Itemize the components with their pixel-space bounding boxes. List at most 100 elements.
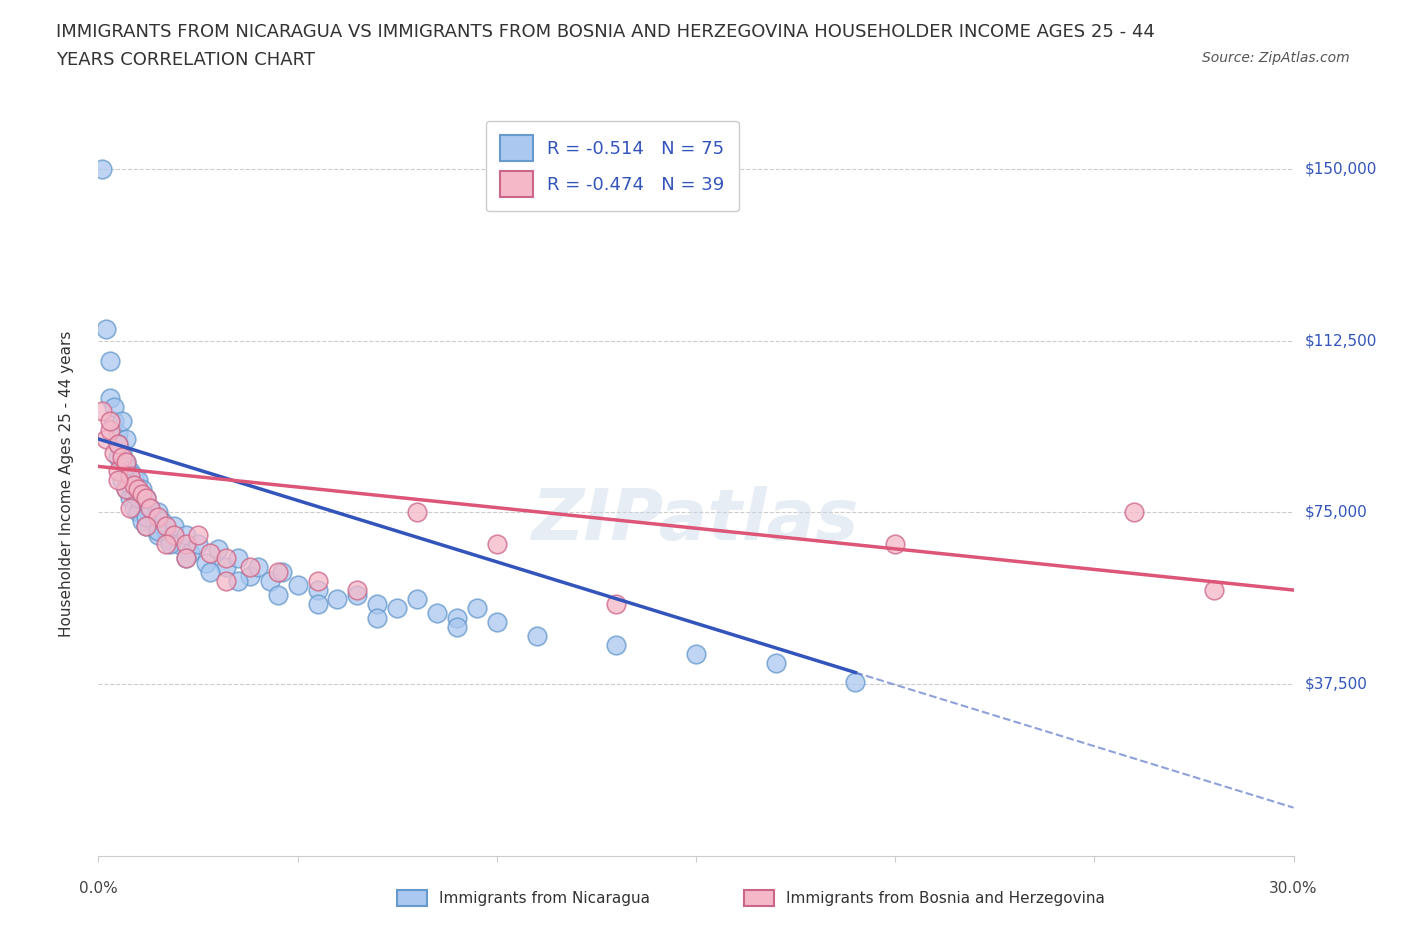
- Point: [135, 491, 157, 506]
- Legend: R = -0.514   N = 75, R = -0.474   N = 39: R = -0.514 N = 75, R = -0.474 N = 39: [485, 121, 740, 211]
- Point: [174, 527, 197, 542]
- Point: [124, 486, 146, 501]
- Point: [406, 591, 429, 606]
- Text: 30.0%: 30.0%: [1270, 881, 1317, 896]
- Point: [485, 537, 508, 551]
- Point: [765, 656, 787, 671]
- Point: [131, 486, 153, 501]
- Point: [195, 555, 218, 570]
- Point: [96, 322, 118, 337]
- Point: [844, 674, 866, 689]
- Point: [135, 491, 157, 506]
- Point: [107, 436, 129, 451]
- FancyBboxPatch shape: [744, 890, 773, 906]
- Point: [198, 546, 221, 561]
- Point: [1123, 505, 1146, 520]
- Point: [326, 591, 349, 606]
- Point: [98, 353, 122, 368]
- Point: [131, 482, 153, 497]
- Point: [1202, 582, 1225, 597]
- Point: [120, 463, 142, 478]
- Text: Immigrants from Bosnia and Herzegovina: Immigrants from Bosnia and Herzegovina: [786, 891, 1105, 906]
- Text: $37,500: $37,500: [1305, 676, 1368, 691]
- Point: [111, 413, 134, 428]
- Point: [605, 596, 627, 611]
- Point: [115, 482, 138, 497]
- Point: [127, 491, 149, 506]
- Point: [239, 569, 262, 584]
- Point: [115, 482, 138, 497]
- Point: [135, 510, 157, 525]
- Text: $75,000: $75,000: [1305, 505, 1368, 520]
- Point: [124, 477, 146, 492]
- Point: [215, 560, 238, 575]
- Point: [267, 565, 290, 579]
- Point: [446, 619, 468, 634]
- Point: [526, 629, 548, 644]
- Point: [159, 537, 181, 551]
- Point: [346, 582, 368, 597]
- Point: [307, 574, 329, 589]
- Point: [127, 505, 149, 520]
- Point: [307, 596, 329, 611]
- Text: ZIPatlas: ZIPatlas: [533, 486, 859, 555]
- Point: [155, 523, 177, 538]
- Point: [187, 527, 209, 542]
- Text: YEARS CORRELATION CHART: YEARS CORRELATION CHART: [56, 51, 315, 69]
- Point: [103, 445, 125, 460]
- Point: [103, 400, 125, 415]
- Point: [605, 638, 627, 653]
- Point: [159, 532, 181, 547]
- Point: [685, 646, 707, 661]
- Point: [91, 404, 114, 418]
- Point: [207, 541, 229, 556]
- Point: [446, 610, 468, 625]
- Text: 0.0%: 0.0%: [79, 881, 118, 896]
- Text: Source: ZipAtlas.com: Source: ZipAtlas.com: [1202, 51, 1350, 65]
- Point: [107, 463, 129, 478]
- Point: [226, 574, 249, 589]
- Point: [91, 162, 114, 177]
- Point: [111, 450, 134, 465]
- Point: [98, 422, 122, 437]
- Point: [174, 551, 197, 565]
- Point: [98, 391, 122, 405]
- Point: [179, 546, 201, 561]
- Point: [107, 427, 129, 442]
- Point: [485, 615, 508, 630]
- Point: [115, 432, 138, 446]
- Point: [124, 500, 146, 515]
- Point: [135, 519, 157, 534]
- Point: [155, 537, 177, 551]
- Point: [270, 565, 292, 579]
- Point: [366, 596, 388, 611]
- Point: [107, 450, 129, 465]
- Point: [120, 500, 142, 515]
- Point: [155, 519, 177, 534]
- Point: [465, 601, 488, 616]
- Point: [135, 519, 157, 534]
- Point: [239, 560, 262, 575]
- Point: [127, 482, 149, 497]
- Point: [167, 537, 190, 551]
- Point: [226, 551, 249, 565]
- Point: [163, 527, 186, 542]
- Point: [107, 472, 129, 487]
- Point: [385, 601, 409, 616]
- Point: [267, 587, 290, 602]
- Point: [103, 413, 125, 428]
- Point: [246, 560, 269, 575]
- FancyBboxPatch shape: [398, 890, 427, 906]
- Point: [115, 455, 138, 470]
- Point: [148, 523, 170, 538]
- Point: [98, 413, 122, 428]
- Point: [111, 472, 134, 487]
- Point: [115, 459, 138, 474]
- Point: [259, 574, 281, 589]
- Point: [198, 565, 221, 579]
- Point: [287, 578, 309, 593]
- Point: [120, 477, 142, 492]
- Point: [131, 514, 153, 529]
- Point: [115, 455, 138, 470]
- Point: [366, 610, 388, 625]
